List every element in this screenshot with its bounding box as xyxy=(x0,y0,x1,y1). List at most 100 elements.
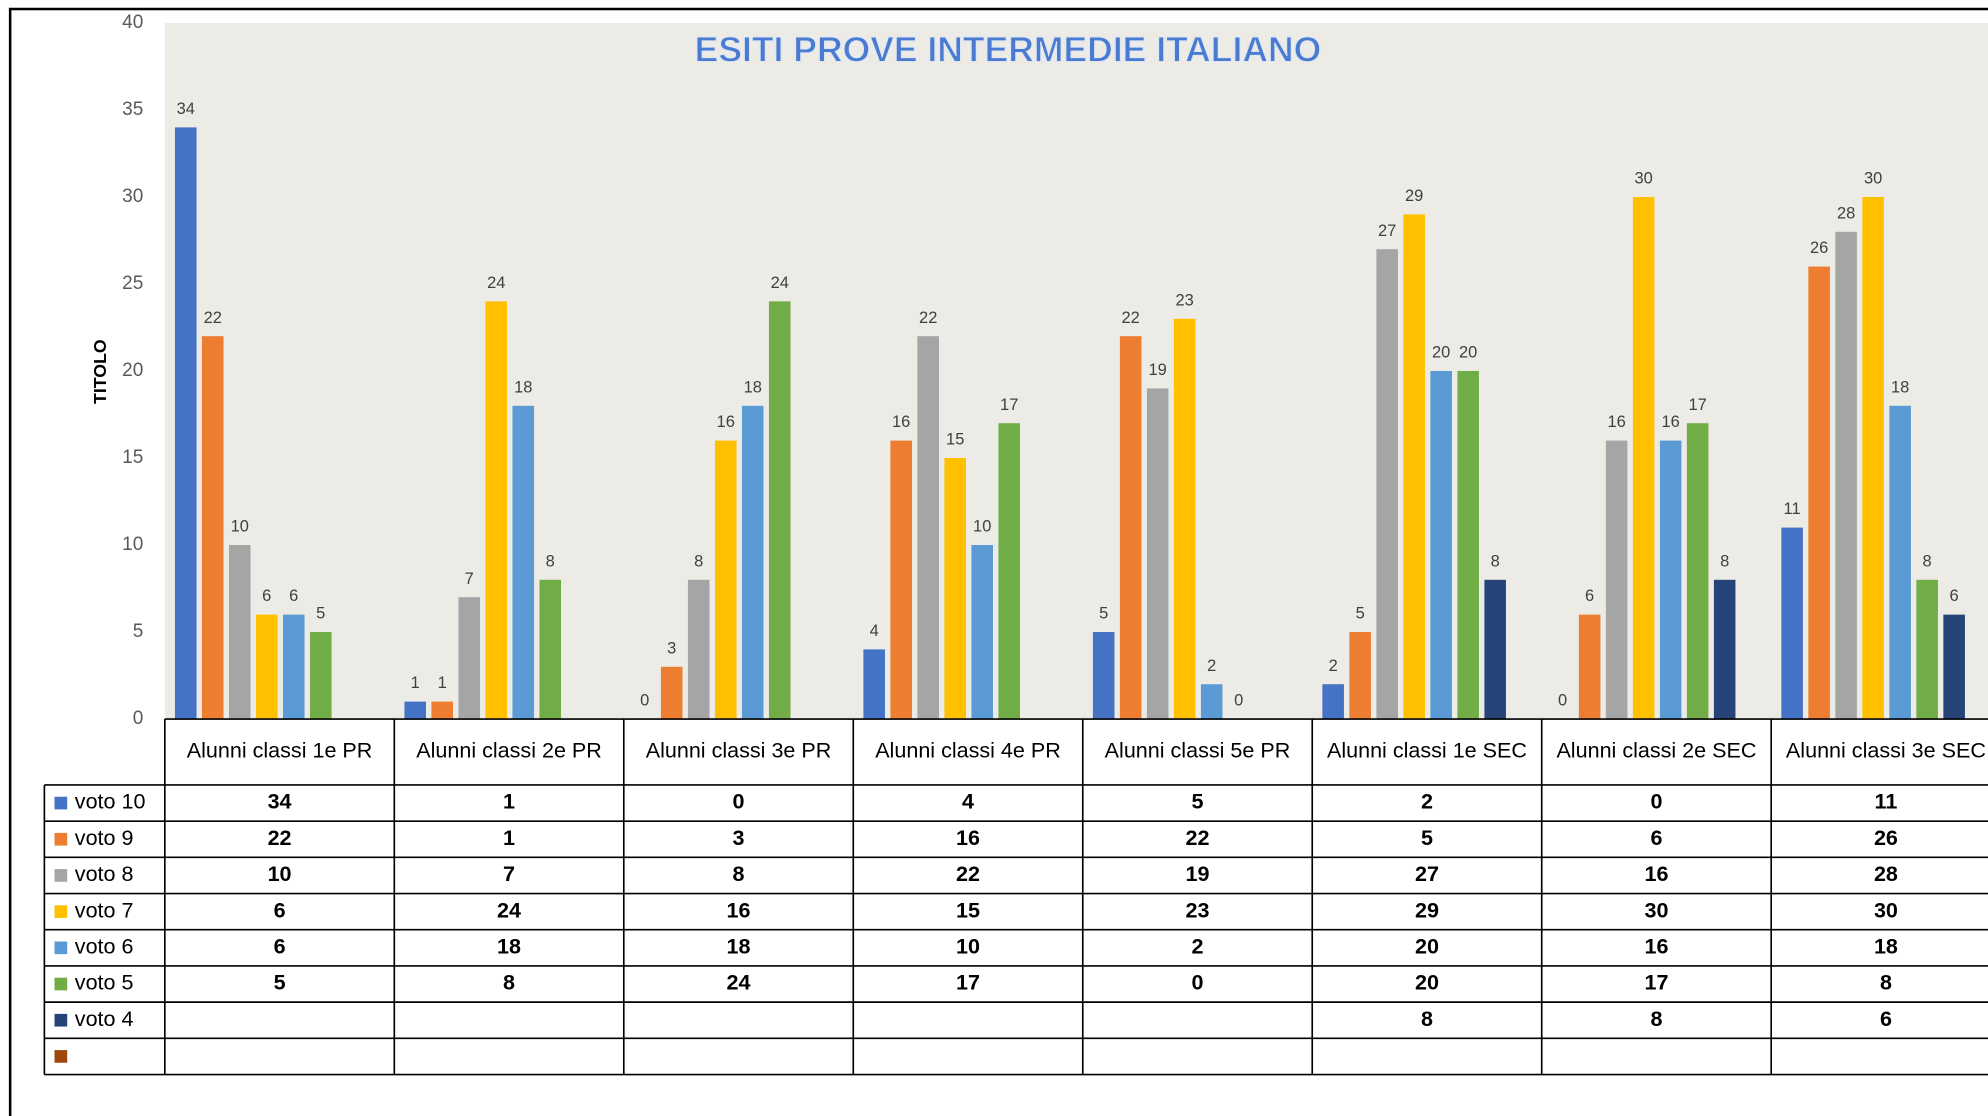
data-label: 22 xyxy=(1122,309,1140,327)
y-tick-label: 40 xyxy=(122,12,143,33)
bar xyxy=(1173,318,1196,720)
y-tick-label: 15 xyxy=(122,447,143,468)
data-label: 1 xyxy=(411,674,420,692)
bar xyxy=(660,666,683,720)
data-label: 4 xyxy=(870,622,879,640)
bar xyxy=(687,579,710,720)
bar xyxy=(1322,684,1344,720)
table-value: 2 xyxy=(1191,934,1203,959)
table-value: 1 xyxy=(503,789,515,814)
table-value: 30 xyxy=(1874,897,1898,922)
table-value: 10 xyxy=(268,861,292,886)
x-tick-label: Alunni classi 5e PR xyxy=(1105,738,1291,763)
table-value: 2 xyxy=(1421,789,1433,814)
x-tick-label: Alunni classi 2e PR xyxy=(416,738,602,763)
bar xyxy=(1457,370,1479,720)
bar xyxy=(1349,632,1371,720)
data-label: 15 xyxy=(946,431,964,449)
bar xyxy=(1632,196,1655,720)
table-value: 26 xyxy=(1874,825,1898,850)
table-value: 6 xyxy=(1880,1006,1892,1031)
legend-label: voto 8 xyxy=(75,861,134,886)
legend-key xyxy=(54,1050,68,1063)
bar xyxy=(1808,266,1830,720)
data-label: 30 xyxy=(1634,170,1652,188)
table-value: 15 xyxy=(956,897,980,922)
bar xyxy=(1092,632,1115,720)
table-value: 6 xyxy=(1650,825,1662,850)
y-tick-label: 35 xyxy=(122,99,143,120)
table-value: 16 xyxy=(956,825,980,850)
legend-key xyxy=(54,941,68,955)
bar xyxy=(998,423,1020,720)
data-label: 2 xyxy=(1207,657,1216,675)
table-value: 23 xyxy=(1186,897,1210,922)
bar xyxy=(228,545,251,720)
bar xyxy=(971,545,993,720)
data-label: 24 xyxy=(487,274,505,292)
legend-key xyxy=(54,977,68,991)
data-label: 20 xyxy=(1459,344,1477,362)
data-label: 0 xyxy=(640,692,649,710)
y-axis-label: TITOLO xyxy=(90,339,110,404)
data-label: 26 xyxy=(1810,239,1828,257)
table-value: 18 xyxy=(1874,934,1898,959)
table-value: 29 xyxy=(1415,897,1439,922)
table-value: 16 xyxy=(727,897,751,922)
data-label: 2 xyxy=(1329,657,1338,675)
data-label: 8 xyxy=(694,552,703,570)
data-label: 6 xyxy=(262,587,271,605)
data-label: 16 xyxy=(717,413,735,431)
legend-label: voto 5 xyxy=(75,970,134,995)
table-value: 3 xyxy=(733,825,745,850)
data-label: 8 xyxy=(1923,552,1932,570)
x-tick-label: Alunni classi 1e SEC xyxy=(1327,738,1527,763)
legend-key xyxy=(54,832,68,846)
data-label: 22 xyxy=(204,309,222,327)
data-label: 28 xyxy=(1837,204,1855,222)
data-label: 3 xyxy=(667,639,676,657)
data-label: 6 xyxy=(1585,587,1594,605)
table-value: 22 xyxy=(956,861,980,886)
data-label: 20 xyxy=(1432,344,1450,362)
legend-label: voto 7 xyxy=(75,897,134,922)
x-tick-label: Alunni classi 1e PR xyxy=(187,738,373,763)
data-label: 22 xyxy=(919,309,937,327)
table-value: 5 xyxy=(1191,789,1203,814)
bar xyxy=(1376,249,1398,720)
table-value: 17 xyxy=(956,970,980,995)
bar xyxy=(512,405,535,720)
bar xyxy=(1430,370,1452,720)
bar xyxy=(431,701,454,720)
bar xyxy=(741,405,764,720)
bar xyxy=(1835,231,1857,720)
table-value: 30 xyxy=(1644,897,1668,922)
bar xyxy=(1403,214,1425,720)
table-value: 8 xyxy=(1880,970,1892,995)
table-value: 27 xyxy=(1415,861,1439,886)
y-tick-label: 25 xyxy=(122,273,143,294)
legend-key xyxy=(54,1013,68,1027)
x-tick-label: Alunni classi 3e PR xyxy=(646,738,832,763)
bar xyxy=(1146,388,1169,720)
legend-label: voto 9 xyxy=(75,825,134,850)
bar xyxy=(944,457,966,720)
data-label: 1 xyxy=(438,674,447,692)
legend-label: voto 4 xyxy=(75,1006,134,1031)
table-value: 20 xyxy=(1415,934,1439,959)
bar xyxy=(539,579,562,720)
table-value: 11 xyxy=(1875,789,1898,814)
data-label: 17 xyxy=(1688,396,1706,414)
table-value: 24 xyxy=(727,970,751,995)
bar xyxy=(1862,196,1884,720)
data-label: 8 xyxy=(1491,552,1500,570)
data-label: 8 xyxy=(546,552,555,570)
table-value: 8 xyxy=(733,861,745,886)
table-value: 0 xyxy=(1650,789,1662,814)
table-value: 16 xyxy=(1644,861,1668,886)
x-tick-label: Alunni classi 3e SEC xyxy=(1786,738,1986,763)
table-value: 18 xyxy=(727,934,751,959)
y-tick-label: 0 xyxy=(133,708,144,729)
data-label: 16 xyxy=(1607,413,1625,431)
